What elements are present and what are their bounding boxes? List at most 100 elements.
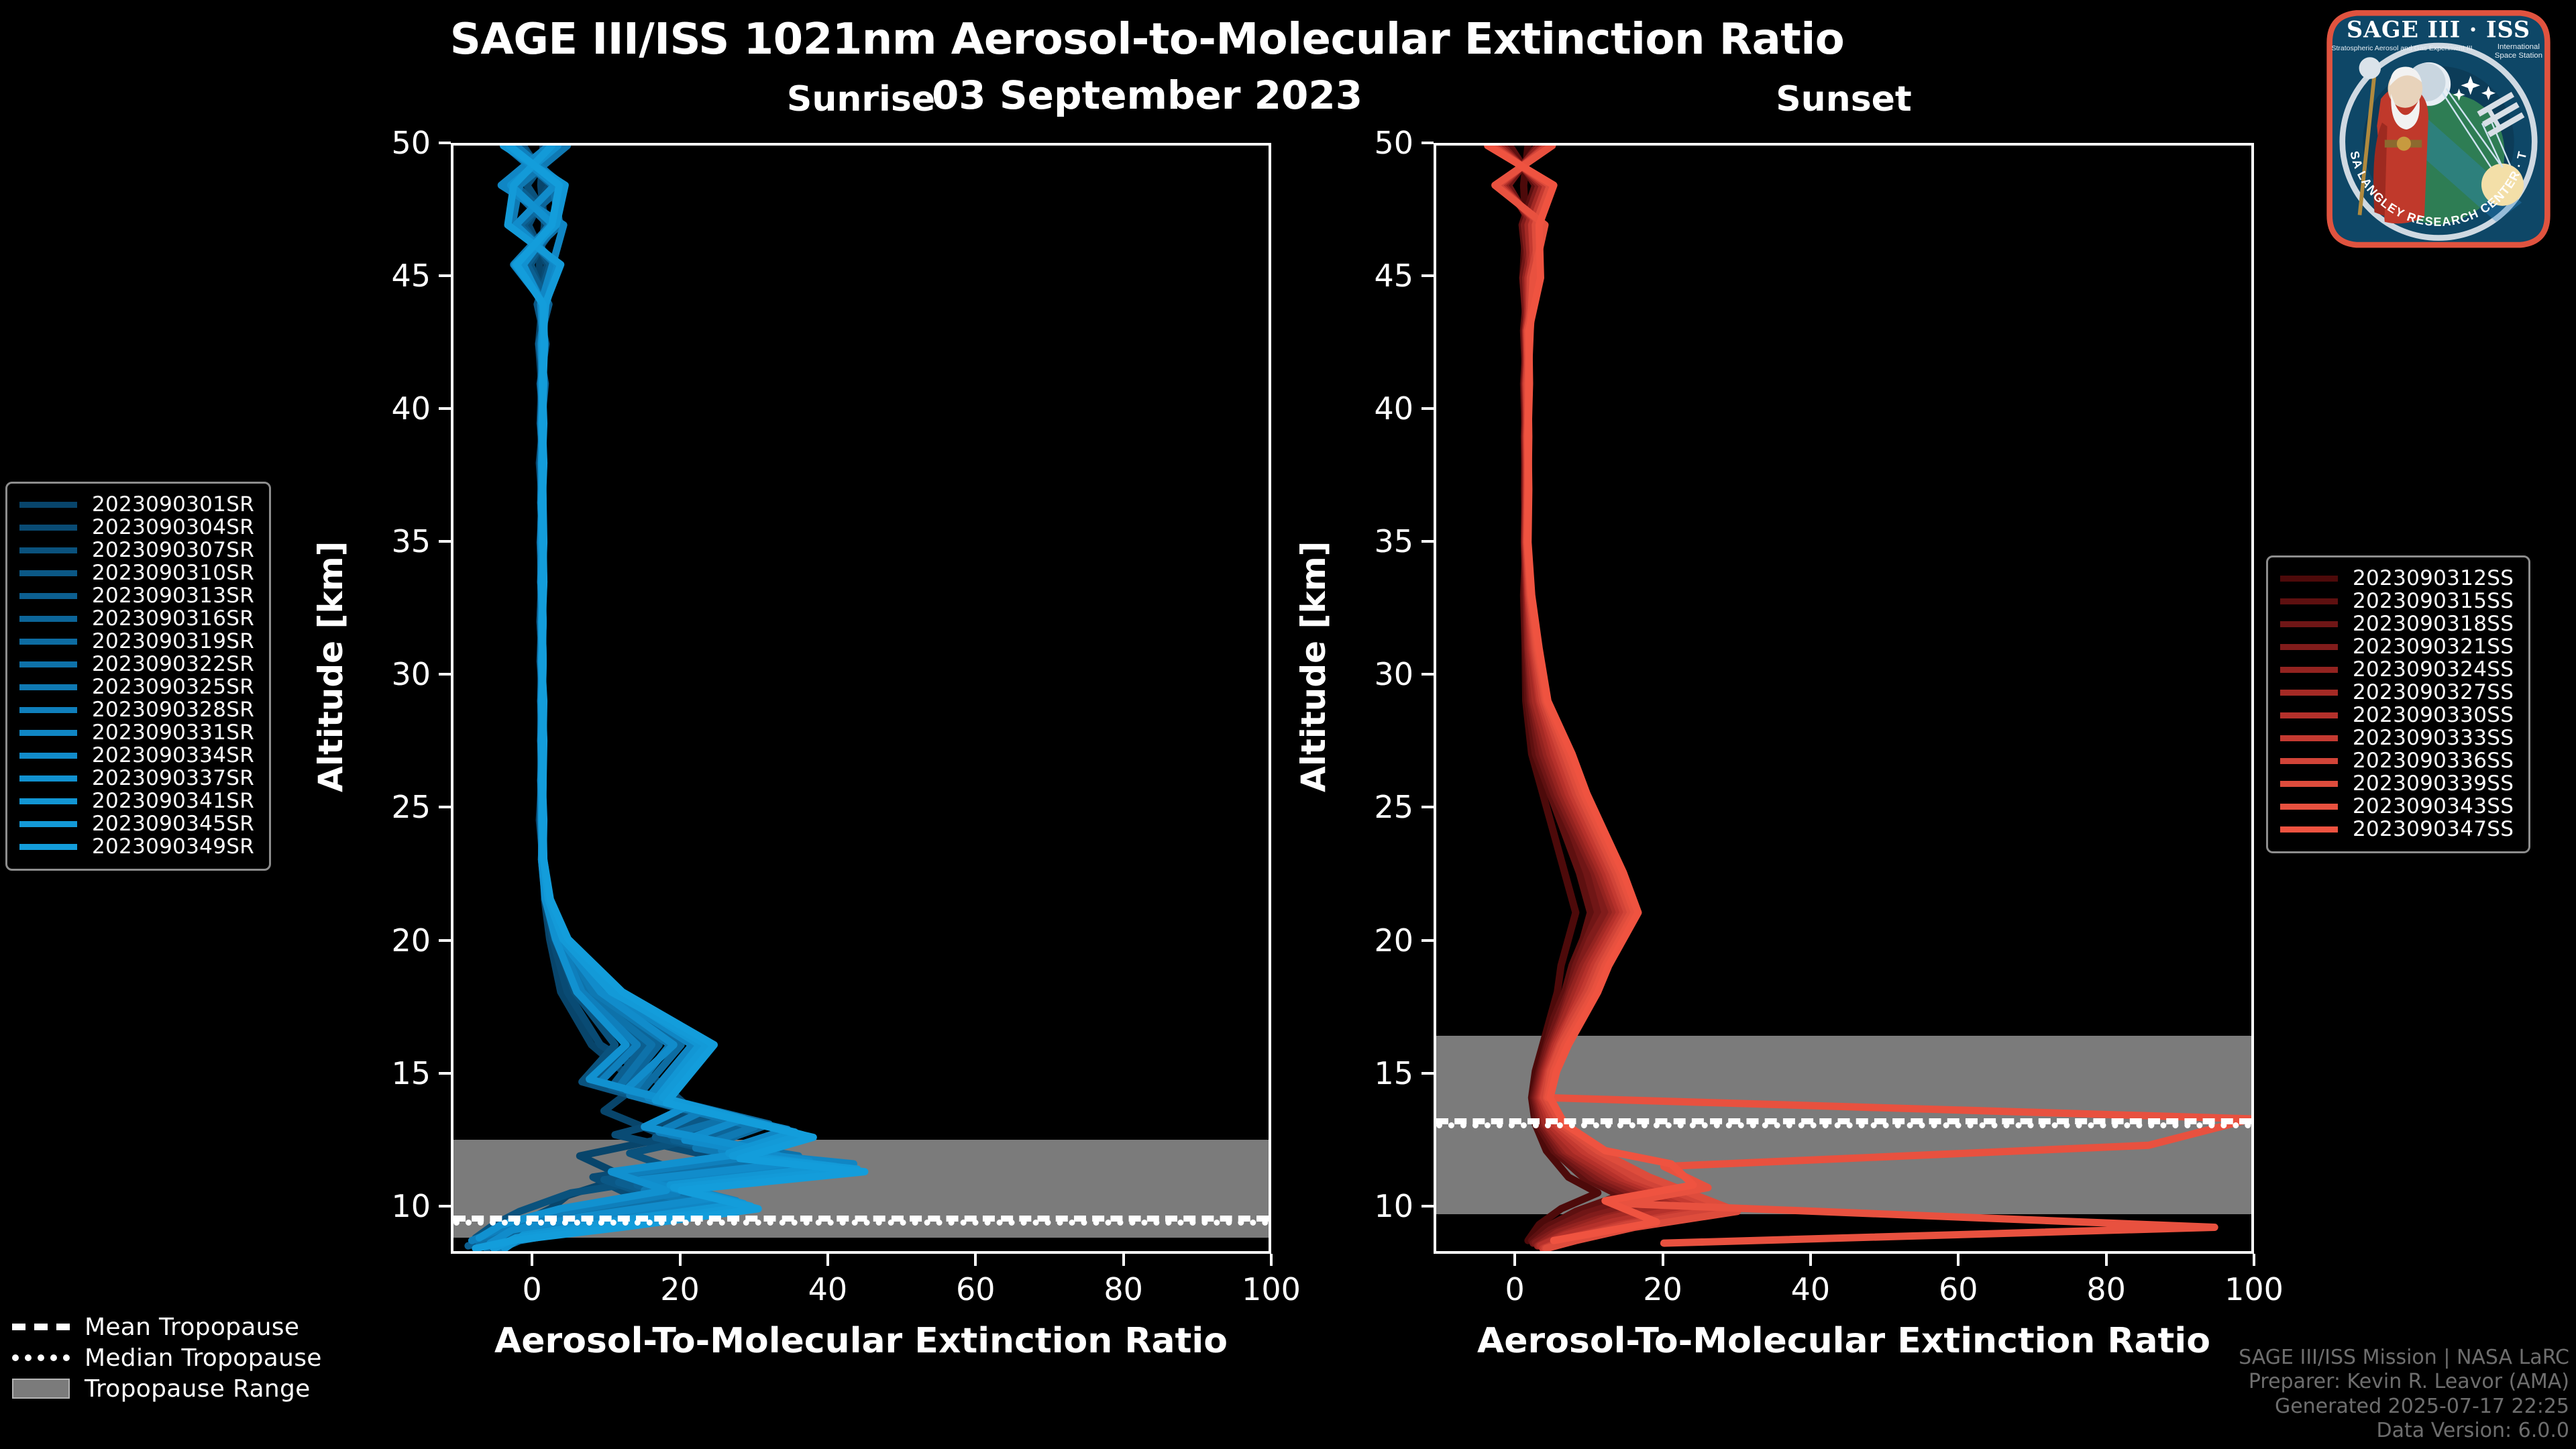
sage-iii-iss-logo: SAGE III · ISS Stratospheric Aerosol and…	[2306, 0, 2567, 260]
legend-sunrise-item[interactable]: 2023090345SR	[19, 812, 254, 836]
legend-color-swatch	[2280, 826, 2338, 833]
legend-sunrise-item[interactable]: 2023090313SR	[19, 584, 255, 608]
legend-item-label: 2023090313SR	[92, 584, 255, 608]
legend-sunrise[interactable]: 2023090301SR 2023090304SR 2023090307SR 2023…	[5, 482, 272, 871]
y-axis-tick-mark	[1421, 274, 1434, 278]
y-axis-tick-label: 20	[1374, 922, 1413, 959]
y-axis-tick-label: 25	[391, 789, 431, 826]
legend-color-swatch	[2280, 598, 2338, 604]
credits-line: Data Version: 6.0.0	[2376, 1419, 2569, 1443]
legend-sunrise-item[interactable]: 2023090334SR	[19, 743, 255, 767]
logo-subtitle-left: Stratospheric Aerosol and Gas Experiment…	[2332, 44, 2473, 52]
legend-tropopause-item: Tropopause Range	[12, 1373, 322, 1404]
legend-item-label: Mean Tropopause	[85, 1313, 300, 1341]
legend-item-label: Tropopause Range	[85, 1375, 311, 1403]
legend-color-swatch	[2280, 621, 2338, 627]
x-axis-tick-label: 0	[522, 1271, 542, 1307]
x-axis-tick-mark	[2104, 1254, 2108, 1266]
legend-sunrise-item[interactable]: 2023090310SR	[19, 561, 254, 585]
y-axis-tick-mark	[439, 1204, 451, 1208]
legend-color-swatch	[2280, 666, 2338, 673]
x-axis-tick-mark	[1661, 1254, 1664, 1266]
legend-item-label: 2023090327SS	[2353, 680, 2514, 704]
y-axis-tick-mark	[439, 407, 451, 411]
legend-sunrise-item[interactable]: 2023090304SR	[19, 515, 255, 539]
y-axis-tick-mark	[1421, 673, 1434, 676]
legend-item-label: 2023090321SS	[2353, 635, 2514, 659]
legend-sunset-item[interactable]: 2023090343SS	[2280, 794, 2514, 818]
y-axis-tick-mark	[1421, 1204, 1434, 1208]
x-axis-tick-label: 40	[1790, 1271, 1831, 1307]
page-title: SAGE III/ISS 1021nm Aerosol-to-Molecular…	[449, 15, 1845, 64]
legend-sunrise-item[interactable]: 2023090341SR	[19, 789, 254, 813]
legend-sunrise-item[interactable]: 2023090322SR	[19, 652, 254, 676]
legend-sunrise-item[interactable]: 2023090328SR	[19, 698, 254, 722]
legend-item-label: Median Tropopause	[85, 1344, 322, 1372]
legend-sunrise-item[interactable]: 2023090301SR	[19, 492, 255, 517]
legend-color-swatch	[19, 684, 77, 690]
y-axis-tick-label: 10	[391, 1187, 431, 1224]
y-axis-tick-mark	[439, 274, 451, 278]
legend-sunrise-item[interactable]: 2023090319SR	[19, 629, 254, 653]
x-axis-title: Aerosol-To-Molecular Extinction Ratio	[1477, 1321, 2210, 1361]
legend-sunset-item[interactable]: 2023090330SS	[2280, 703, 2514, 727]
legend-item-label: 2023090330SS	[2353, 703, 2514, 727]
legend-sunset-item[interactable]: 2023090336SS	[2280, 749, 2514, 773]
legend-sunrise-item[interactable]: 2023090316SR	[19, 606, 254, 631]
legend-sunset-item[interactable]: 2023090339SS	[2280, 771, 2514, 796]
legend-sunset-item[interactable]: 2023090318SS	[2280, 612, 2514, 636]
legend-sunset[interactable]: 2023090312SS 2023090315SS 2023090318SS 2023…	[2266, 555, 2531, 853]
legend-sunrise-item[interactable]: 2023090325SR	[19, 675, 255, 699]
x-axis-tick-mark	[531, 1254, 534, 1266]
legend-sunrise-item[interactable]: 2023090307SR	[19, 538, 254, 562]
y-axis-tick-mark	[1421, 407, 1434, 411]
legend-sunrise-item[interactable]: 2023090337SR	[19, 766, 255, 790]
legend-item-label: 2023090337SR	[92, 766, 255, 790]
legend-sunset-item[interactable]: 2023090327SS	[2280, 680, 2514, 704]
legend-sunset-item[interactable]: 2023090312SS	[2280, 566, 2514, 590]
legend-color-swatch	[2280, 643, 2338, 650]
y-axis-tick-mark	[439, 673, 451, 676]
logo-subtitle-right-1: International	[2498, 43, 2540, 51]
y-axis-tick-label: 45	[391, 258, 431, 294]
legend-color-swatch	[19, 661, 77, 667]
y-axis-tick-label: 25	[1374, 789, 1413, 826]
legend-color-swatch	[19, 592, 77, 599]
x-axis-tick-label: 0	[1505, 1271, 1525, 1307]
x-axis-tick-label: 20	[660, 1271, 700, 1307]
y-axis-tick-mark	[1421, 142, 1434, 144]
legend-item-label: 2023090349SR	[92, 835, 255, 859]
legend-item-label: 2023090334SR	[92, 743, 255, 767]
y-axis-tick-label: 30	[391, 656, 431, 693]
legend-item-label: 2023090336SS	[2353, 749, 2514, 773]
legend-color-swatch	[19, 501, 77, 508]
y-axis-tick-mark	[1421, 540, 1434, 543]
legend-item-label: 2023090301SR	[92, 492, 255, 517]
legend-item-label: 2023090325SR	[92, 675, 255, 699]
y-axis-title: Altitude [km]	[311, 541, 350, 792]
legend-item-label: 2023090333SS	[2353, 726, 2514, 750]
y-axis-tick-mark	[439, 806, 451, 809]
legend-item-label: 2023090347SS	[2353, 817, 2514, 841]
legend-sunrise-item[interactable]: 2023090331SR	[19, 720, 254, 745]
legend-sunset-item[interactable]: 2023090333SS	[2280, 726, 2514, 750]
legend-item-label: 2023090304SR	[92, 515, 255, 539]
legend-sunset-item[interactable]: 2023090321SS	[2280, 635, 2514, 659]
legend-sunset-item[interactable]: 2023090324SS	[2280, 657, 2514, 682]
y-axis-tick-mark	[1421, 806, 1434, 809]
y-axis-tick-mark	[439, 938, 451, 942]
mean-tropopause-line	[1436, 1118, 2251, 1124]
credits-line: Generated 2025-07-17 22:25	[2274, 1394, 2569, 1418]
x-axis-tick-label: 100	[1242, 1271, 1301, 1307]
legend-sunrise-item[interactable]: 2023090349SR	[19, 835, 255, 859]
median-tropopause-line	[453, 1219, 1269, 1226]
x-axis-title: Aerosol-To-Molecular Extinction Ratio	[494, 1321, 1228, 1361]
credits-line: Preparer: Kevin R. Leavor (AMA)	[2248, 1370, 2569, 1394]
legend-color-swatch	[2280, 712, 2338, 718]
legend-sunset-item[interactable]: 2023090347SS	[2280, 817, 2514, 841]
y-axis-tick-mark	[1421, 938, 1434, 942]
x-axis-tick-label: 100	[2224, 1271, 2284, 1307]
legend-sunset-item[interactable]: 2023090315SS	[2280, 589, 2514, 613]
median-tropopause-swatch	[12, 1354, 70, 1361]
legend-color-swatch	[19, 729, 77, 736]
